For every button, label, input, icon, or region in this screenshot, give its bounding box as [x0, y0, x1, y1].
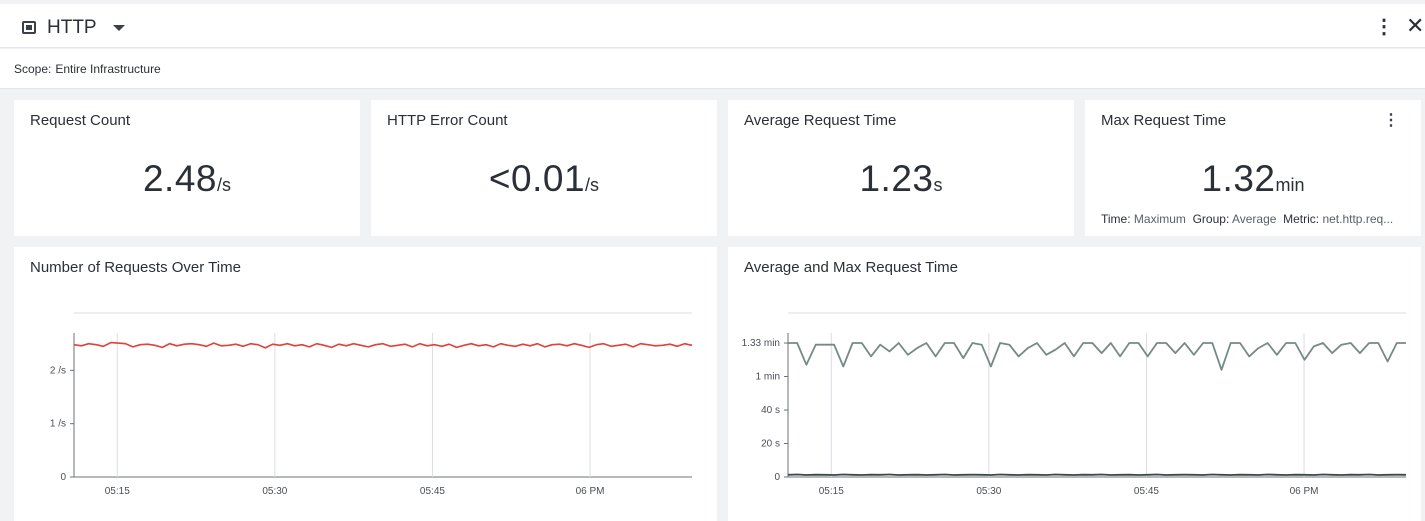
- metric-number: 1.32: [1201, 158, 1276, 199]
- dashboard-icon: [22, 21, 36, 34]
- y-tick-label: 2 /s: [50, 365, 66, 376]
- x-tick-label: 05:45: [420, 486, 445, 497]
- y-tick-label: 0: [60, 472, 66, 483]
- scope-label: Scope:: [14, 62, 52, 76]
- requests-over-time-chart: 05:15 05:30 05:45 06 PM 0 1 /s 2 /s: [50, 312, 693, 497]
- x-tick-label: 05:15: [105, 486, 130, 497]
- meta-time-label: Time:: [1101, 212, 1131, 226]
- metric-value: <0.01/s: [371, 158, 717, 200]
- max-request-time-panel: Max Request Time ⋮ 1.32min Time: Maximum…: [1085, 100, 1421, 236]
- chart-title: Average and Max Request Time: [744, 259, 959, 276]
- x-tick-label: 05:30: [262, 486, 287, 497]
- chart-title: Number of Requests Over Time: [30, 259, 241, 276]
- metric-number: <0.01: [488, 158, 586, 199]
- metric-number: 1.23: [859, 158, 934, 199]
- close-icon[interactable]: ✕: [1406, 13, 1425, 38]
- y-tick-label: 40 s: [761, 405, 780, 416]
- http-error-count-panel: HTTP Error Count <0.01/s: [371, 100, 717, 236]
- panel-metadata: Time: Maximum Group: Average Metric: net…: [1101, 212, 1393, 226]
- metric-value: 1.32min: [1085, 158, 1421, 200]
- metric-unit: min: [1275, 175, 1305, 195]
- meta-time-value: Maximum: [1133, 212, 1186, 226]
- x-tick-label: 06 PM: [576, 486, 605, 497]
- dashboard-title[interactable]: HTTP: [47, 17, 97, 38]
- meta-metric-value: net.http.req...: [1322, 212, 1394, 226]
- y-tick-label: 20 s: [761, 439, 780, 450]
- average-max-request-time-panel: Average and Max Request Time 05:15 05:30 0…: [728, 247, 1421, 521]
- metric-value: 2.48/s: [14, 158, 360, 200]
- scope-selector[interactable]: Scope: Entire Infrastructure: [14, 62, 161, 76]
- scope-bar: Scope: Entire Infrastructure: [0, 49, 1425, 89]
- metric-unit: /s: [585, 175, 600, 195]
- panel-title: Request Count: [30, 112, 131, 129]
- x-tick-label: 05:15: [819, 486, 844, 497]
- average-max-request-time-chart: 05:15 05:30 05:45 06 PM 0 20 s 40 s 1 min 1.33 m…: [742, 312, 1407, 497]
- x-tick-label: 06 PM: [1290, 486, 1319, 497]
- series-line-1: [787, 473, 1407, 476]
- metric-unit: s: [933, 175, 943, 195]
- average-request-time-panel: Average Request Time 1.23s: [728, 100, 1074, 236]
- chevron-down-icon[interactable]: [113, 25, 125, 31]
- y-tick-label: 0: [774, 472, 780, 483]
- panel-menu-icon[interactable]: ⋮: [1383, 112, 1399, 129]
- x-tick-label: 05:30: [976, 486, 1001, 497]
- y-tick-label: 1 min: [756, 372, 780, 383]
- y-tick-label: 1.33 min: [742, 338, 780, 349]
- meta-group-label: Group:: [1192, 212, 1230, 226]
- panel-title: Average Request Time: [744, 112, 897, 129]
- dashboard-header: HTTP ⋮ ✕: [0, 4, 1425, 48]
- x-tick-label: 05:45: [1134, 486, 1159, 497]
- requests-over-time-panel: Number of Requests Over Time 05:15 05:30 0…: [14, 247, 717, 521]
- panel-title: HTTP Error Count: [387, 112, 508, 129]
- metric-unit: /s: [217, 175, 232, 195]
- metric-value: 1.23s: [728, 158, 1074, 200]
- meta-group-value: Average: [1231, 212, 1277, 226]
- panel-title: Max Request Time: [1101, 112, 1227, 129]
- scope-value: Entire Infrastructure: [55, 62, 161, 76]
- series-line-0: [73, 341, 693, 349]
- metric-number: 2.48: [142, 158, 217, 199]
- meta-metric-label: Metric:: [1283, 212, 1320, 226]
- y-tick-label: 1 /s: [50, 419, 66, 430]
- request-count-panel: Request Count 2.48/s: [14, 100, 360, 236]
- more-options-icon[interactable]: ⋮: [1374, 16, 1394, 38]
- series-line-0: [788, 342, 1406, 371]
